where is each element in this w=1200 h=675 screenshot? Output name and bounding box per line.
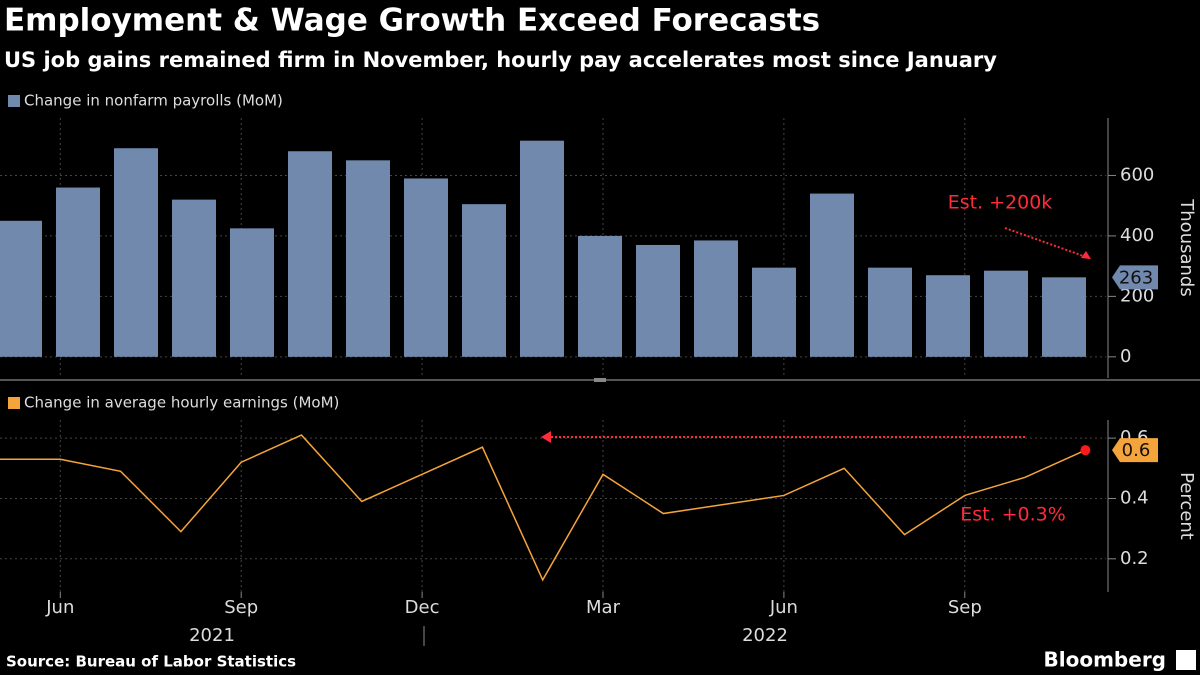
x-tick-label: Sep bbox=[224, 597, 258, 618]
last-value-label: 0.6 bbox=[1122, 440, 1151, 461]
x-tick-label: Dec bbox=[405, 597, 440, 618]
annotation: Est. +0.3% bbox=[960, 504, 1066, 526]
arrow-head bbox=[1081, 251, 1091, 259]
legend-swatch bbox=[8, 397, 20, 409]
bar bbox=[172, 199, 216, 357]
x-tick-label: Jun bbox=[45, 597, 74, 618]
bar bbox=[404, 178, 448, 357]
x-tick-label: Mar bbox=[586, 597, 621, 618]
bar bbox=[462, 204, 506, 357]
legend-label: Change in average hourly earnings (MoM) bbox=[24, 394, 339, 412]
bar bbox=[0, 220, 42, 357]
y-tick-label: 400 bbox=[1120, 225, 1154, 246]
y-axis-label: Percent bbox=[1176, 472, 1197, 540]
y-tick-label: 200 bbox=[1120, 285, 1154, 306]
legend-label: Change in nonfarm payrolls (MoM) bbox=[24, 92, 283, 110]
y-tick-label: 0.4 bbox=[1120, 487, 1149, 508]
bar bbox=[230, 228, 274, 357]
bar bbox=[1042, 277, 1086, 357]
last-value-tag bbox=[1112, 438, 1158, 463]
last-value-label: 263 bbox=[1119, 267, 1153, 288]
line-series bbox=[0, 434, 1086, 582]
bar bbox=[868, 267, 912, 357]
arrow-head bbox=[541, 431, 551, 443]
bar bbox=[346, 160, 390, 357]
x-tick-label: Sep bbox=[948, 597, 982, 618]
chart-subtitle: US job gains remained firm in November, … bbox=[4, 48, 997, 72]
latest-point bbox=[1080, 445, 1091, 456]
year-label: 2022 bbox=[742, 625, 788, 646]
bar bbox=[56, 187, 100, 357]
bar bbox=[520, 140, 564, 357]
x-tick-label: Jun bbox=[769, 597, 798, 618]
last-value-tag bbox=[1112, 265, 1158, 290]
brand: Bloomberg bbox=[1044, 648, 1166, 672]
y-tick-label: 0 bbox=[1120, 346, 1131, 367]
bar bbox=[578, 235, 622, 357]
annotation: Est. +200k bbox=[948, 192, 1053, 214]
y-tick-label: 600 bbox=[1120, 164, 1154, 185]
annotation-arrow bbox=[1004, 227, 1090, 259]
brand-icon bbox=[1176, 650, 1196, 670]
year-label: 2021 bbox=[189, 625, 235, 646]
chart-title: Employment & Wage Growth Exceed Forecast… bbox=[4, 3, 820, 39]
source: Source: Bureau of Labor Statistics bbox=[6, 653, 296, 671]
plot-area bbox=[0, 118, 1106, 592]
bar bbox=[288, 151, 332, 357]
bar bbox=[984, 270, 1028, 357]
bar bbox=[926, 275, 970, 357]
bar bbox=[752, 267, 796, 357]
bar bbox=[810, 193, 854, 357]
y-axis-label: Thousands bbox=[1176, 198, 1197, 296]
bar bbox=[636, 244, 680, 357]
bar bbox=[114, 148, 158, 357]
bar bbox=[694, 240, 738, 357]
y-tick-label: 0.2 bbox=[1120, 548, 1149, 569]
legend-swatch bbox=[8, 95, 20, 107]
